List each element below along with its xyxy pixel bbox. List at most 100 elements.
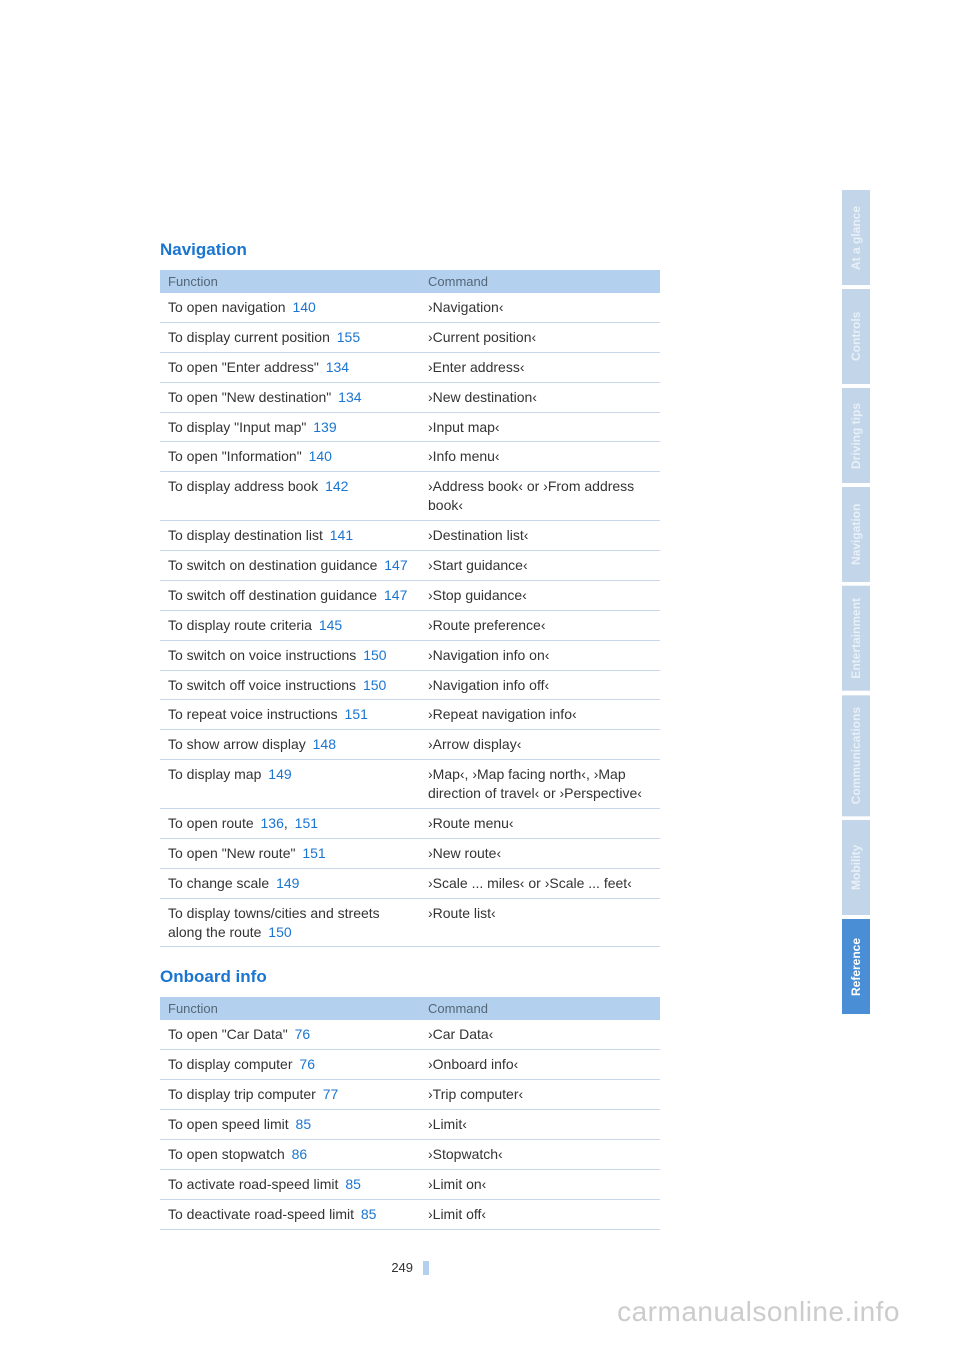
function-text: To open "New route" <box>168 845 299 861</box>
page-reference-link[interactable]: 134 <box>338 389 361 405</box>
page-reference-link[interactable]: 140 <box>292 299 315 315</box>
command-cell: ›Navigation‹ <box>420 293 660 322</box>
page-reference-link[interactable]: 141 <box>330 527 353 543</box>
command-cell: ›Route menu‹ <box>420 809 660 839</box>
function-cell: To open "Enter address" 134 <box>160 352 420 382</box>
command-cell: ›Scale ... miles‹ or ›Scale ... feet‹ <box>420 868 660 898</box>
command-cell: ›Info menu‹ <box>420 442 660 472</box>
page-reference-link[interactable]: 149 <box>276 875 299 891</box>
table-row: To open "Enter address" 134›Enter addres… <box>160 352 660 382</box>
command-cell: ›New route‹ <box>420 838 660 868</box>
page-reference-link[interactable]: 148 <box>313 736 336 752</box>
page-reference-link[interactable]: 150 <box>363 677 386 693</box>
side-tab-reference[interactable]: Reference <box>842 919 870 1014</box>
table-row: To display route criteria 145 ›Route pref… <box>160 610 660 640</box>
page-reference-link[interactable]: 136 <box>261 815 284 831</box>
table-row: To switch on destination guidance 147 ›St… <box>160 551 660 581</box>
page-reference-link[interactable]: 76 <box>295 1026 311 1042</box>
command-cell: ›Stop guidance‹ <box>420 580 660 610</box>
page-reference-link[interactable]: 155 <box>337 329 360 345</box>
function-cell: To switch off destination guidance 147 <box>160 580 420 610</box>
function-cell: To display "Input map" 139 <box>160 412 420 442</box>
page-reference-link[interactable]: 150 <box>268 924 291 940</box>
side-tab-communications[interactable]: Communications <box>842 695 870 816</box>
page-number-decoration <box>423 1261 429 1275</box>
function-cell: To open navigation 140 <box>160 293 420 322</box>
function-cell: To change scale 149 <box>160 868 420 898</box>
side-tab-controls[interactable]: Controls <box>842 289 870 384</box>
function-cell: To open "New route" 151 <box>160 838 420 868</box>
command-cell: ›Limit off‹ <box>420 1199 660 1229</box>
function-text: To switch on destination guidance <box>168 557 381 573</box>
function-cell: To open speed limit 85 <box>160 1110 420 1140</box>
table-row: To display address book 142›Address book… <box>160 472 660 521</box>
page-reference-link[interactable]: 140 <box>309 448 332 464</box>
table-row: To show arrow display 148›Arrow display‹ <box>160 730 660 760</box>
function-cell: To activate road-speed limit 85 <box>160 1169 420 1199</box>
function-cell: To display trip computer 77 <box>160 1080 420 1110</box>
page-reference-link[interactable]: 150 <box>363 647 386 663</box>
column-header-command: Command <box>420 997 660 1020</box>
side-tab-mobility[interactable]: Mobility <box>842 820 870 915</box>
section-title: Onboard info <box>160 967 660 987</box>
section-title: Navigation <box>160 240 660 260</box>
table-row: To open "New route" 151›New route‹ <box>160 838 660 868</box>
page-reference-link[interactable]: 139 <box>313 419 336 435</box>
function-cell: To switch off voice instructions 150 <box>160 670 420 700</box>
function-text: To open route <box>168 815 258 831</box>
command-cell: ›Start guidance‹ <box>420 551 660 581</box>
table-row: To open route 136, 151›Route menu‹ <box>160 809 660 839</box>
function-text: To display current position <box>168 329 334 345</box>
page-reference-link[interactable]: 85 <box>345 1176 361 1192</box>
function-text: To open "Enter address" <box>168 359 323 375</box>
page-content: Navigation FunctionCommandTo open navigat… <box>0 0 760 1315</box>
page-reference-link[interactable]: 149 <box>268 766 291 782</box>
command-cell: ›Map‹, ›Map facing north‹, ›Map directio… <box>420 760 660 809</box>
page-reference-link[interactable]: 134 <box>326 359 349 375</box>
side-tab-at-a-glance[interactable]: At a glance <box>842 190 870 285</box>
table-row: To repeat voice instructions 151›Repeat … <box>160 700 660 730</box>
side-tab-navigation[interactable]: Navigation <box>842 487 870 582</box>
table-row: To deactivate road-speed limit 85›Limit … <box>160 1199 660 1229</box>
page-reference-link[interactable]: 142 <box>325 478 348 494</box>
table-row: To display "Input map" 139›Input map‹ <box>160 412 660 442</box>
function-text: To display route criteria <box>168 617 316 633</box>
table-row: To activate road-speed limit 85›Limit on… <box>160 1169 660 1199</box>
page-reference-link[interactable]: 151 <box>345 706 368 722</box>
command-table: FunctionCommandTo open "Car Data" 76›Car… <box>160 997 660 1229</box>
command-cell: ›Route preference‹ <box>420 610 660 640</box>
page-reference-link[interactable]: 85 <box>296 1116 312 1132</box>
page-reference-link[interactable]: 147 <box>384 557 407 573</box>
table-row: To open "New destination" 134›New destin… <box>160 382 660 412</box>
function-text: To open "Car Data" <box>168 1026 292 1042</box>
function-text: To display computer <box>168 1056 296 1072</box>
side-tab-driving-tips[interactable]: Driving tips <box>842 388 870 483</box>
function-text: To open speed limit <box>168 1116 293 1132</box>
command-table: FunctionCommandTo open navigation 140›Na… <box>160 270 660 947</box>
command-cell: ›Repeat navigation info‹ <box>420 700 660 730</box>
function-text: To open navigation <box>168 299 289 315</box>
function-cell: To display towns/cities and streets alon… <box>160 898 420 947</box>
page-reference-link[interactable]: 151 <box>295 815 318 831</box>
function-cell: To open "Car Data" 76 <box>160 1020 420 1049</box>
function-text: To switch off voice instructions <box>168 677 360 693</box>
table-row: To open "Car Data" 76›Car Data‹ <box>160 1020 660 1049</box>
command-cell: ›Limit‹ <box>420 1110 660 1140</box>
page-reference-link[interactable]: 77 <box>323 1086 339 1102</box>
command-cell: ›Stopwatch‹ <box>420 1140 660 1170</box>
table-row: To display destination list 141›Destinat… <box>160 521 660 551</box>
page-reference-link[interactable]: 145 <box>319 617 342 633</box>
page-reference-link[interactable]: 151 <box>302 845 325 861</box>
page-reference-link[interactable]: 76 <box>299 1056 315 1072</box>
table-row: To display trip computer 77›Trip compute… <box>160 1080 660 1110</box>
page-reference-link[interactable]: 86 <box>292 1146 308 1162</box>
page-reference-link[interactable]: 147 <box>384 587 407 603</box>
function-text: To show arrow display <box>168 736 310 752</box>
side-tabs: At a glance Controls Driving tips Navigatio… <box>842 190 870 1018</box>
side-tab-entertainment[interactable]: Entertainment <box>842 586 870 691</box>
function-cell: To repeat voice instructions 151 <box>160 700 420 730</box>
function-cell: To open route 136, 151 <box>160 809 420 839</box>
command-cell: ›Limit on‹ <box>420 1169 660 1199</box>
page-reference-link[interactable]: 85 <box>361 1206 377 1222</box>
function-text: To display map <box>168 766 265 782</box>
